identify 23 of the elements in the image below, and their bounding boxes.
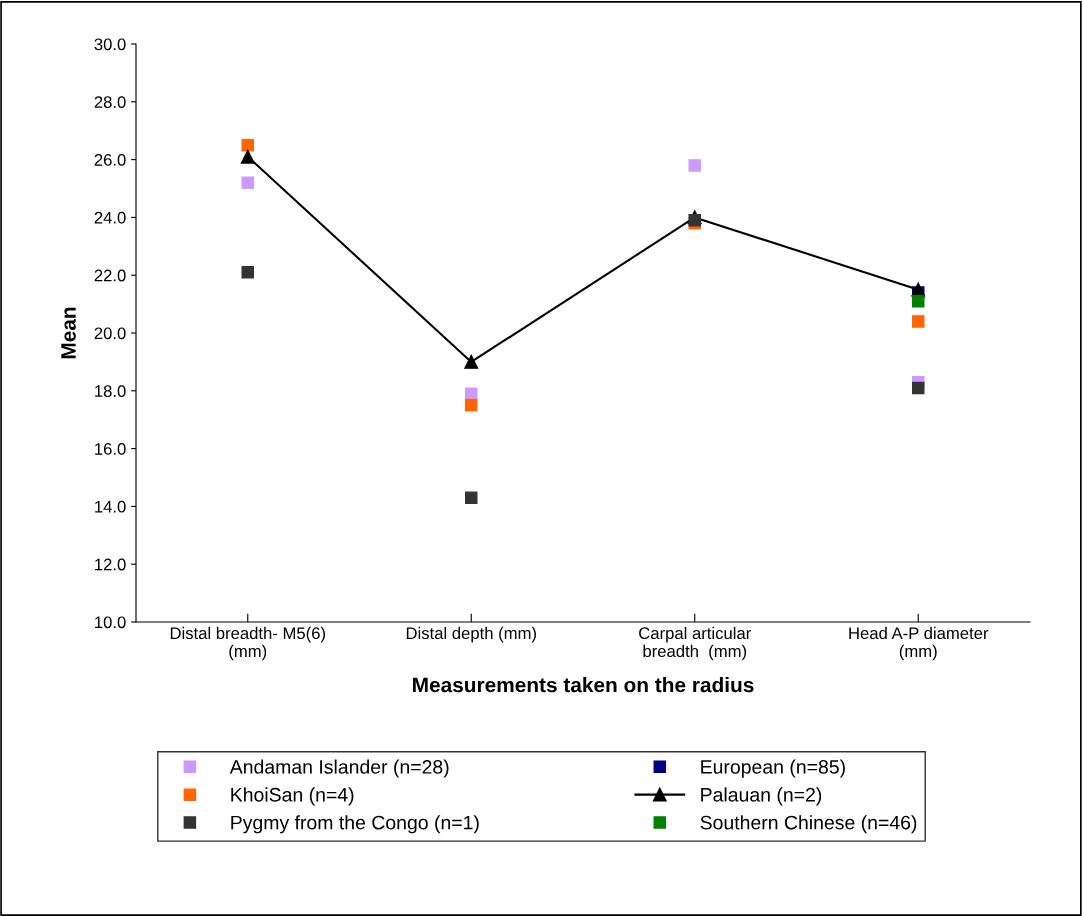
y-tick-label: 20.0 [94,327,126,340]
legend-label: Pygmy from the Congo (n=1) [231,815,479,834]
y-tick-label: 22.0 [94,269,126,282]
y-tick-label: 18.0 [95,385,126,397]
y-tick-label: 10.0 [95,616,126,629]
y-tick-label: 12.0 [95,558,126,571]
y-tick-label: 30.0 [94,38,126,51]
legend-label: Palauan (n=2) [701,787,822,806]
y-tick-label: 28.0 [94,96,126,108]
y-tick-label: 16.0 [95,443,126,455]
x-axis-title: Measurements taken on the radius [413,677,754,693]
x-tick-label: Carpal articular breadth (mm) [639,626,751,661]
y-tick-label: 24.0 [94,211,126,224]
legend-label: Southern Chinese (n=46) [700,815,917,834]
x-tick-label: Head A-P diameter (mm) [849,626,989,661]
x-tick-label: Distal depth (mm) [406,626,536,643]
legend-label: European (n=85) [701,759,845,778]
x-tick-label: Distal breadth- M5(6) (mm) [170,626,325,661]
y-tick-label: 14.0 [95,500,126,513]
legend-label: KhoiSan (n=4) [231,787,354,806]
y-axis-title: Mean [61,307,76,359]
y-tick-label: 26.0 [94,154,126,166]
legend-label: Andaman Islander (n=28) [229,759,449,778]
